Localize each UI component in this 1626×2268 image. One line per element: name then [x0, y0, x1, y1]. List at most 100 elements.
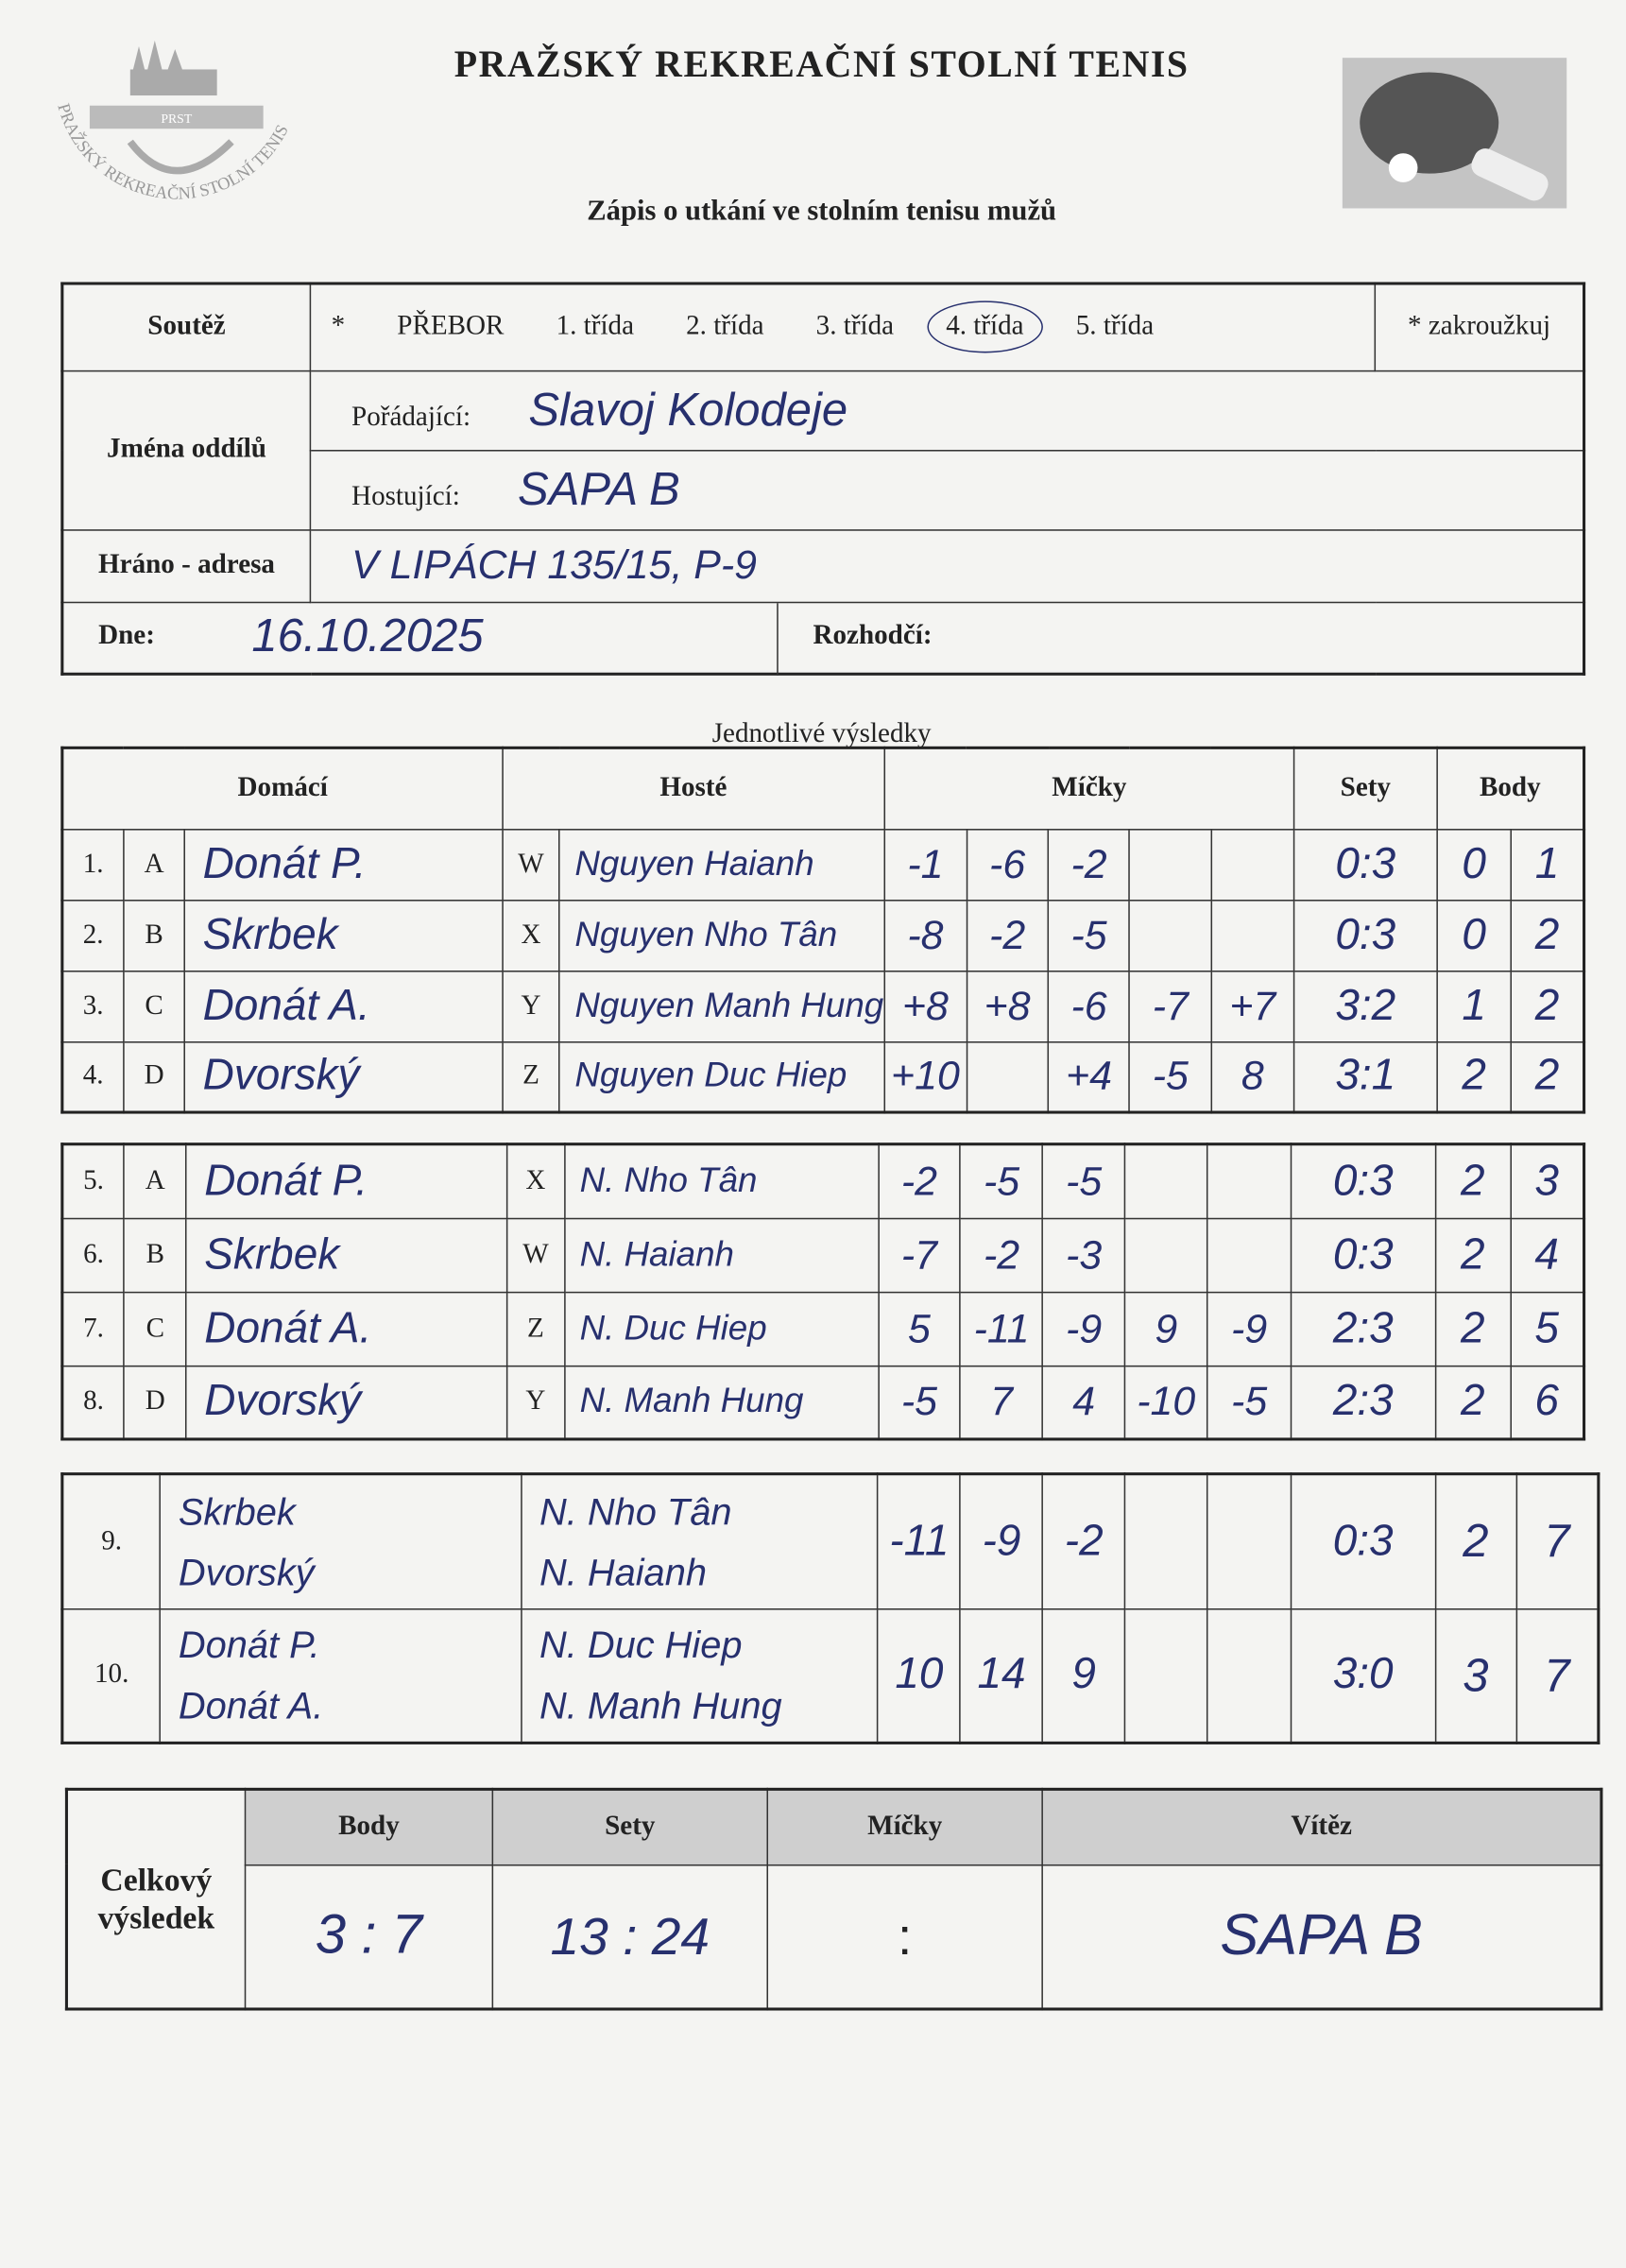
poradajici-value[interactable]: Slavoj Kolodeje [528, 383, 848, 436]
home-player[interactable]: Dvorský [183, 1040, 504, 1113]
home-player[interactable]: Donát P. [178, 1623, 320, 1667]
sets-result[interactable]: 0:3 [1290, 1143, 1436, 1219]
set-score[interactable]: -5 [959, 1143, 1044, 1219]
set-score[interactable]: -2 [959, 1216, 1044, 1293]
set-score[interactable]: +10 [883, 1040, 967, 1113]
home-player[interactable]: Dvorský [185, 1365, 508, 1440]
guest-player[interactable]: N. Duc Hiep [563, 1291, 880, 1366]
points-home[interactable]: 2 [1436, 1040, 1513, 1113]
set-score[interactable]: -5 [1041, 1143, 1126, 1219]
guest-player[interactable]: N. Manh Hung [539, 1684, 782, 1727]
set-score[interactable]: -9 [959, 1472, 1044, 1609]
set-score[interactable]: +8 [883, 970, 967, 1042]
set-score[interactable]: 4 [1041, 1365, 1126, 1440]
points-home[interactable]: 0 [1436, 899, 1513, 971]
class-option[interactable]: 5. třída [1075, 311, 1155, 342]
set-score[interactable]: -6 [966, 828, 1050, 901]
adresa-value[interactable]: V LIPÁCH 135/15, P-9 [351, 541, 758, 588]
set-score[interactable]: -7 [877, 1216, 962, 1293]
set-score[interactable] [1123, 1216, 1208, 1293]
home-player[interactable]: Skrbek [185, 1216, 508, 1293]
set-score[interactable]: 10 [877, 1607, 962, 1744]
set-score[interactable]: -11 [959, 1291, 1044, 1366]
home-player[interactable]: Donát A. [183, 970, 504, 1042]
summary-micky[interactable]: : [766, 1864, 1043, 2010]
sets-result[interactable]: 0:3 [1290, 1472, 1436, 1609]
summary-vitez[interactable]: SAPA B [1041, 1864, 1602, 2010]
guest-player[interactable]: Nguyen Haianh [558, 828, 885, 901]
set-score[interactable] [1207, 1143, 1292, 1219]
guest-player[interactable]: N. Manh Hung [563, 1365, 880, 1440]
guest-player[interactable]: Nguyen Manh Hung [558, 970, 885, 1042]
set-score[interactable]: -5 [1128, 1040, 1212, 1113]
home-player[interactable]: Skrbek [183, 899, 504, 971]
points-home[interactable]: 3 [1434, 1607, 1517, 1744]
guest-player[interactable]: N. Haianh [539, 1550, 707, 1594]
points-home[interactable]: 2 [1434, 1365, 1512, 1440]
guest-player[interactable]: N. Nho Tân [539, 1489, 732, 1534]
dne-value[interactable]: 16.10.2025 [251, 608, 484, 661]
points-home[interactable]: 1 [1436, 970, 1513, 1042]
set-score[interactable]: -9 [1207, 1291, 1292, 1366]
set-score[interactable]: -2 [966, 899, 1050, 971]
points-guest[interactable]: 4 [1509, 1216, 1585, 1293]
set-score[interactable] [1128, 899, 1212, 971]
home-player[interactable]: Donát P. [183, 828, 504, 901]
sets-result[interactable]: 2:3 [1290, 1291, 1436, 1366]
guest-player[interactable]: Nguyen Duc Hiep [558, 1040, 885, 1113]
set-score[interactable]: 14 [959, 1607, 1044, 1744]
set-score[interactable]: 5 [877, 1291, 962, 1366]
set-score[interactable]: -1 [883, 828, 967, 901]
class-option[interactable]: 4. třída [927, 301, 1043, 353]
points-home[interactable]: 2 [1434, 1472, 1517, 1609]
summary-body[interactable]: 3 : 7 [244, 1864, 494, 2010]
points-guest[interactable]: 5 [1509, 1291, 1585, 1366]
set-score[interactable]: 7 [959, 1365, 1044, 1440]
set-score[interactable] [966, 1040, 1050, 1113]
set-score[interactable]: -5 [877, 1365, 962, 1440]
set-score[interactable] [1123, 1143, 1208, 1219]
set-score[interactable]: -11 [877, 1472, 962, 1609]
points-guest[interactable]: 3 [1509, 1143, 1585, 1219]
guest-player[interactable]: Nguyen Nho Tân [558, 899, 885, 971]
points-home[interactable]: 2 [1434, 1291, 1512, 1366]
set-score[interactable]: -2 [1047, 828, 1131, 901]
home-player[interactable]: Donát A. [178, 1684, 324, 1727]
guest-player[interactable]: N. Haianh [563, 1216, 880, 1293]
points-guest[interactable]: 1 [1510, 828, 1585, 901]
set-score[interactable] [1210, 899, 1295, 971]
set-score[interactable] [1207, 1216, 1292, 1293]
home-player[interactable]: Donát A. [185, 1291, 508, 1366]
points-guest[interactable]: 7 [1515, 1607, 1600, 1744]
set-score[interactable]: -6 [1047, 970, 1131, 1042]
set-score[interactable] [1210, 828, 1295, 901]
set-score[interactable] [1206, 1607, 1292, 1744]
guest-player[interactable]: N. Duc Hiep [539, 1623, 743, 1667]
class-option[interactable]: 3. třída [815, 311, 895, 342]
sets-result[interactable]: 3:0 [1290, 1607, 1436, 1744]
set-score[interactable]: -5 [1207, 1365, 1292, 1440]
set-score[interactable]: 8 [1210, 1040, 1295, 1113]
points-guest[interactable]: 2 [1510, 899, 1585, 971]
set-score[interactable]: -5 [1047, 899, 1131, 971]
summary-sety[interactable]: 13 : 24 [491, 1864, 769, 2010]
class-option[interactable]: 2. třída [686, 311, 764, 342]
set-score[interactable]: -9 [1041, 1291, 1126, 1366]
points-home[interactable]: 2 [1434, 1216, 1512, 1293]
set-score[interactable]: -8 [883, 899, 967, 971]
class-option[interactable]: PŘEBOR [397, 311, 505, 342]
points-guest[interactable]: 6 [1509, 1365, 1585, 1440]
points-home[interactable]: 0 [1436, 828, 1513, 901]
home-player[interactable]: Donát P. [185, 1143, 508, 1219]
set-score[interactable] [1128, 828, 1212, 901]
set-score[interactable]: -3 [1041, 1216, 1126, 1293]
points-guest[interactable]: 7 [1515, 1472, 1600, 1609]
set-score[interactable] [1124, 1607, 1208, 1744]
set-score[interactable]: +4 [1047, 1040, 1131, 1113]
set-score[interactable] [1124, 1472, 1208, 1609]
set-score[interactable]: +8 [966, 970, 1050, 1042]
set-score[interactable]: -2 [877, 1143, 962, 1219]
guest-player[interactable]: N. Nho Tân [563, 1143, 880, 1219]
set-score[interactable] [1206, 1472, 1292, 1609]
home-player[interactable]: Dvorský [178, 1550, 315, 1594]
